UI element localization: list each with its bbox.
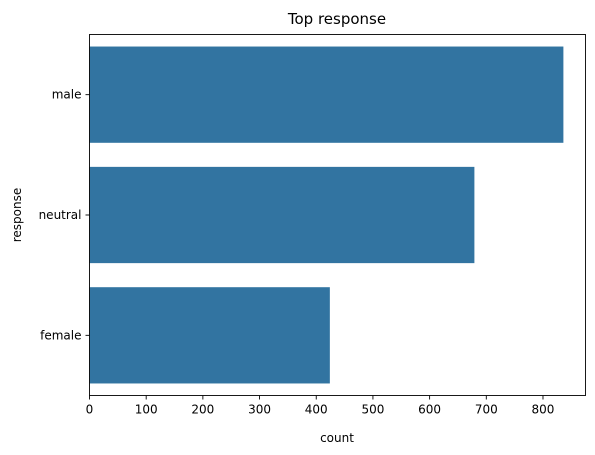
x-tick-label: 200 <box>191 403 214 417</box>
bar-male <box>89 46 564 143</box>
y-tick-label: male <box>52 88 82 102</box>
y-axis: male neutral female <box>39 88 90 342</box>
y-tick-label: female <box>40 328 81 342</box>
x-tick-label: 700 <box>475 403 498 417</box>
x-tick-label: 400 <box>305 403 328 417</box>
bars-group <box>89 46 564 384</box>
x-axis-label: count <box>320 431 354 445</box>
x-tick-label: 500 <box>361 403 384 417</box>
bar-female <box>89 287 330 384</box>
y-tick-label: neutral <box>39 208 82 222</box>
x-tick-label: 300 <box>248 403 271 417</box>
x-tick-label: 100 <box>135 403 158 417</box>
x-axis: 0 100 200 300 400 500 600 700 800 <box>86 395 555 417</box>
bar-neutral <box>89 166 475 264</box>
x-tick-label: 600 <box>418 403 441 417</box>
chart-title: Top response <box>287 10 386 28</box>
x-tick-label: 800 <box>532 403 555 417</box>
y-axis-label: response <box>10 188 24 243</box>
x-tick-label: 0 <box>86 403 94 417</box>
